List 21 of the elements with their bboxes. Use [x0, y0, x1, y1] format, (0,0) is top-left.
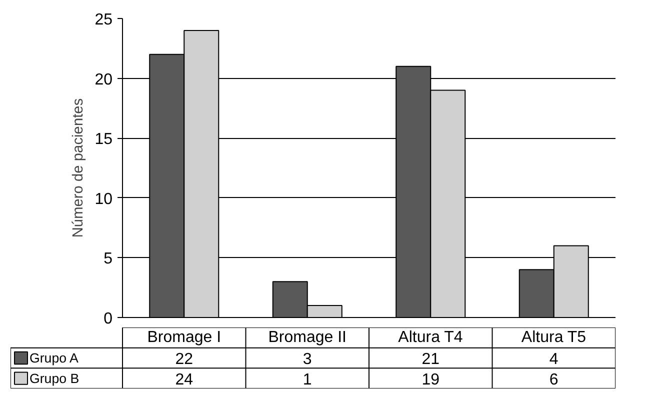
y-tick-label: 25: [94, 12, 113, 28]
legend-label: Grupo B: [30, 370, 80, 386]
y-axis-title: Número de pacientes: [70, 98, 87, 238]
legend-label: Grupo A: [30, 350, 79, 366]
data-label: 19: [422, 371, 440, 388]
data-label: 21: [422, 351, 440, 368]
data-label: 22: [175, 351, 194, 368]
y-tick-label: 5: [104, 250, 113, 268]
data-label: 4: [549, 351, 558, 368]
x-tick-label: Altura T4: [398, 329, 463, 346]
x-tick-label: Bromage II: [268, 329, 347, 346]
x-tick-label: Altura T5: [521, 329, 586, 346]
data-label: 1: [302, 371, 312, 388]
x-tick-label: Bromage I: [147, 329, 222, 346]
y-tick-label: 15: [94, 131, 113, 148]
y-tick-label: 10: [94, 190, 113, 208]
data-label: 3: [302, 351, 312, 368]
data-label: 6: [549, 371, 558, 388]
y-tick-label: 20: [94, 71, 113, 88]
y-tick-label: 0: [104, 310, 113, 328]
data-label: 24: [175, 371, 194, 388]
